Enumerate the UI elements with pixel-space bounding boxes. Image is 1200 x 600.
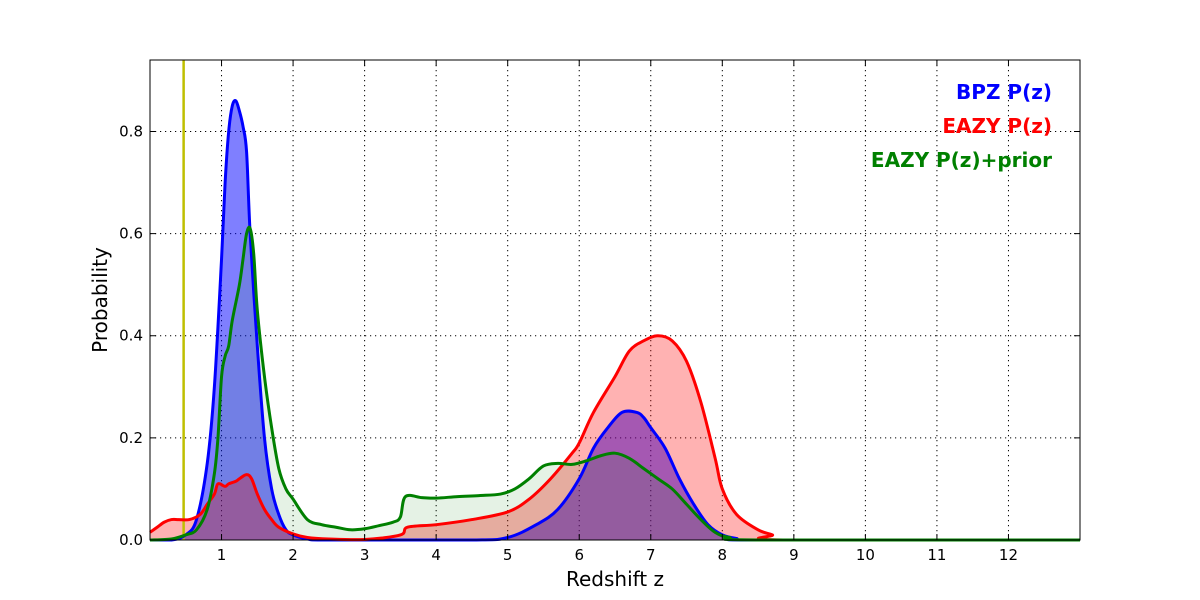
series-lines (149, 99, 1080, 542)
x-tick-label: 3 (360, 546, 370, 564)
x-tick-label: 6 (574, 546, 584, 564)
y-tick-label: 0.2 (119, 429, 143, 447)
legend-entry-bpz: BPZ P(z) (956, 80, 1052, 104)
x-tick-label: 7 (646, 546, 656, 564)
x-tick-label: 10 (856, 546, 875, 564)
series-line-eazy-prior (149, 225, 1080, 542)
y-tick-labels: 0.0 0.2 0.4 0.6 0.8 (119, 122, 143, 549)
series-fill-eazy-prior (150, 227, 1080, 541)
x-tick-label: 9 (789, 546, 799, 564)
series-line-eazy (149, 334, 1080, 542)
x-tick-label: 4 (431, 546, 441, 564)
y-axis-title: Probability (88, 247, 112, 353)
x-tick-label: 11 (927, 546, 946, 564)
axis-ticks (150, 60, 1080, 541)
series-fill-eazy (150, 335, 1080, 540)
plot-frame (149, 59, 1081, 541)
x-tick-label: 5 (503, 546, 513, 564)
x-tick-label: 12 (999, 546, 1018, 564)
grid (150, 60, 1080, 540)
y-tick-label: 0.0 (119, 531, 143, 549)
y-tick-label: 0.6 (119, 225, 143, 243)
x-tick-label: 2 (288, 546, 298, 564)
y-tick-label: 0.4 (119, 327, 143, 345)
x-tick-label: 8 (718, 546, 728, 564)
legend: BPZ P(z) EAZY P(z) EAZY P(z)+prior (871, 80, 1052, 172)
y-tick-label: 0.8 (119, 122, 143, 140)
x-axis-title: Redshift z (566, 567, 664, 591)
x-tick-label: 1 (217, 546, 227, 564)
x-tick-labels: 1 2 3 4 5 6 7 8 9 10 11 12 (217, 546, 1018, 564)
legend-entry-eazy-prior: EAZY P(z)+prior (871, 148, 1052, 172)
legend-entry-eazy: EAZY P(z) (942, 114, 1052, 138)
